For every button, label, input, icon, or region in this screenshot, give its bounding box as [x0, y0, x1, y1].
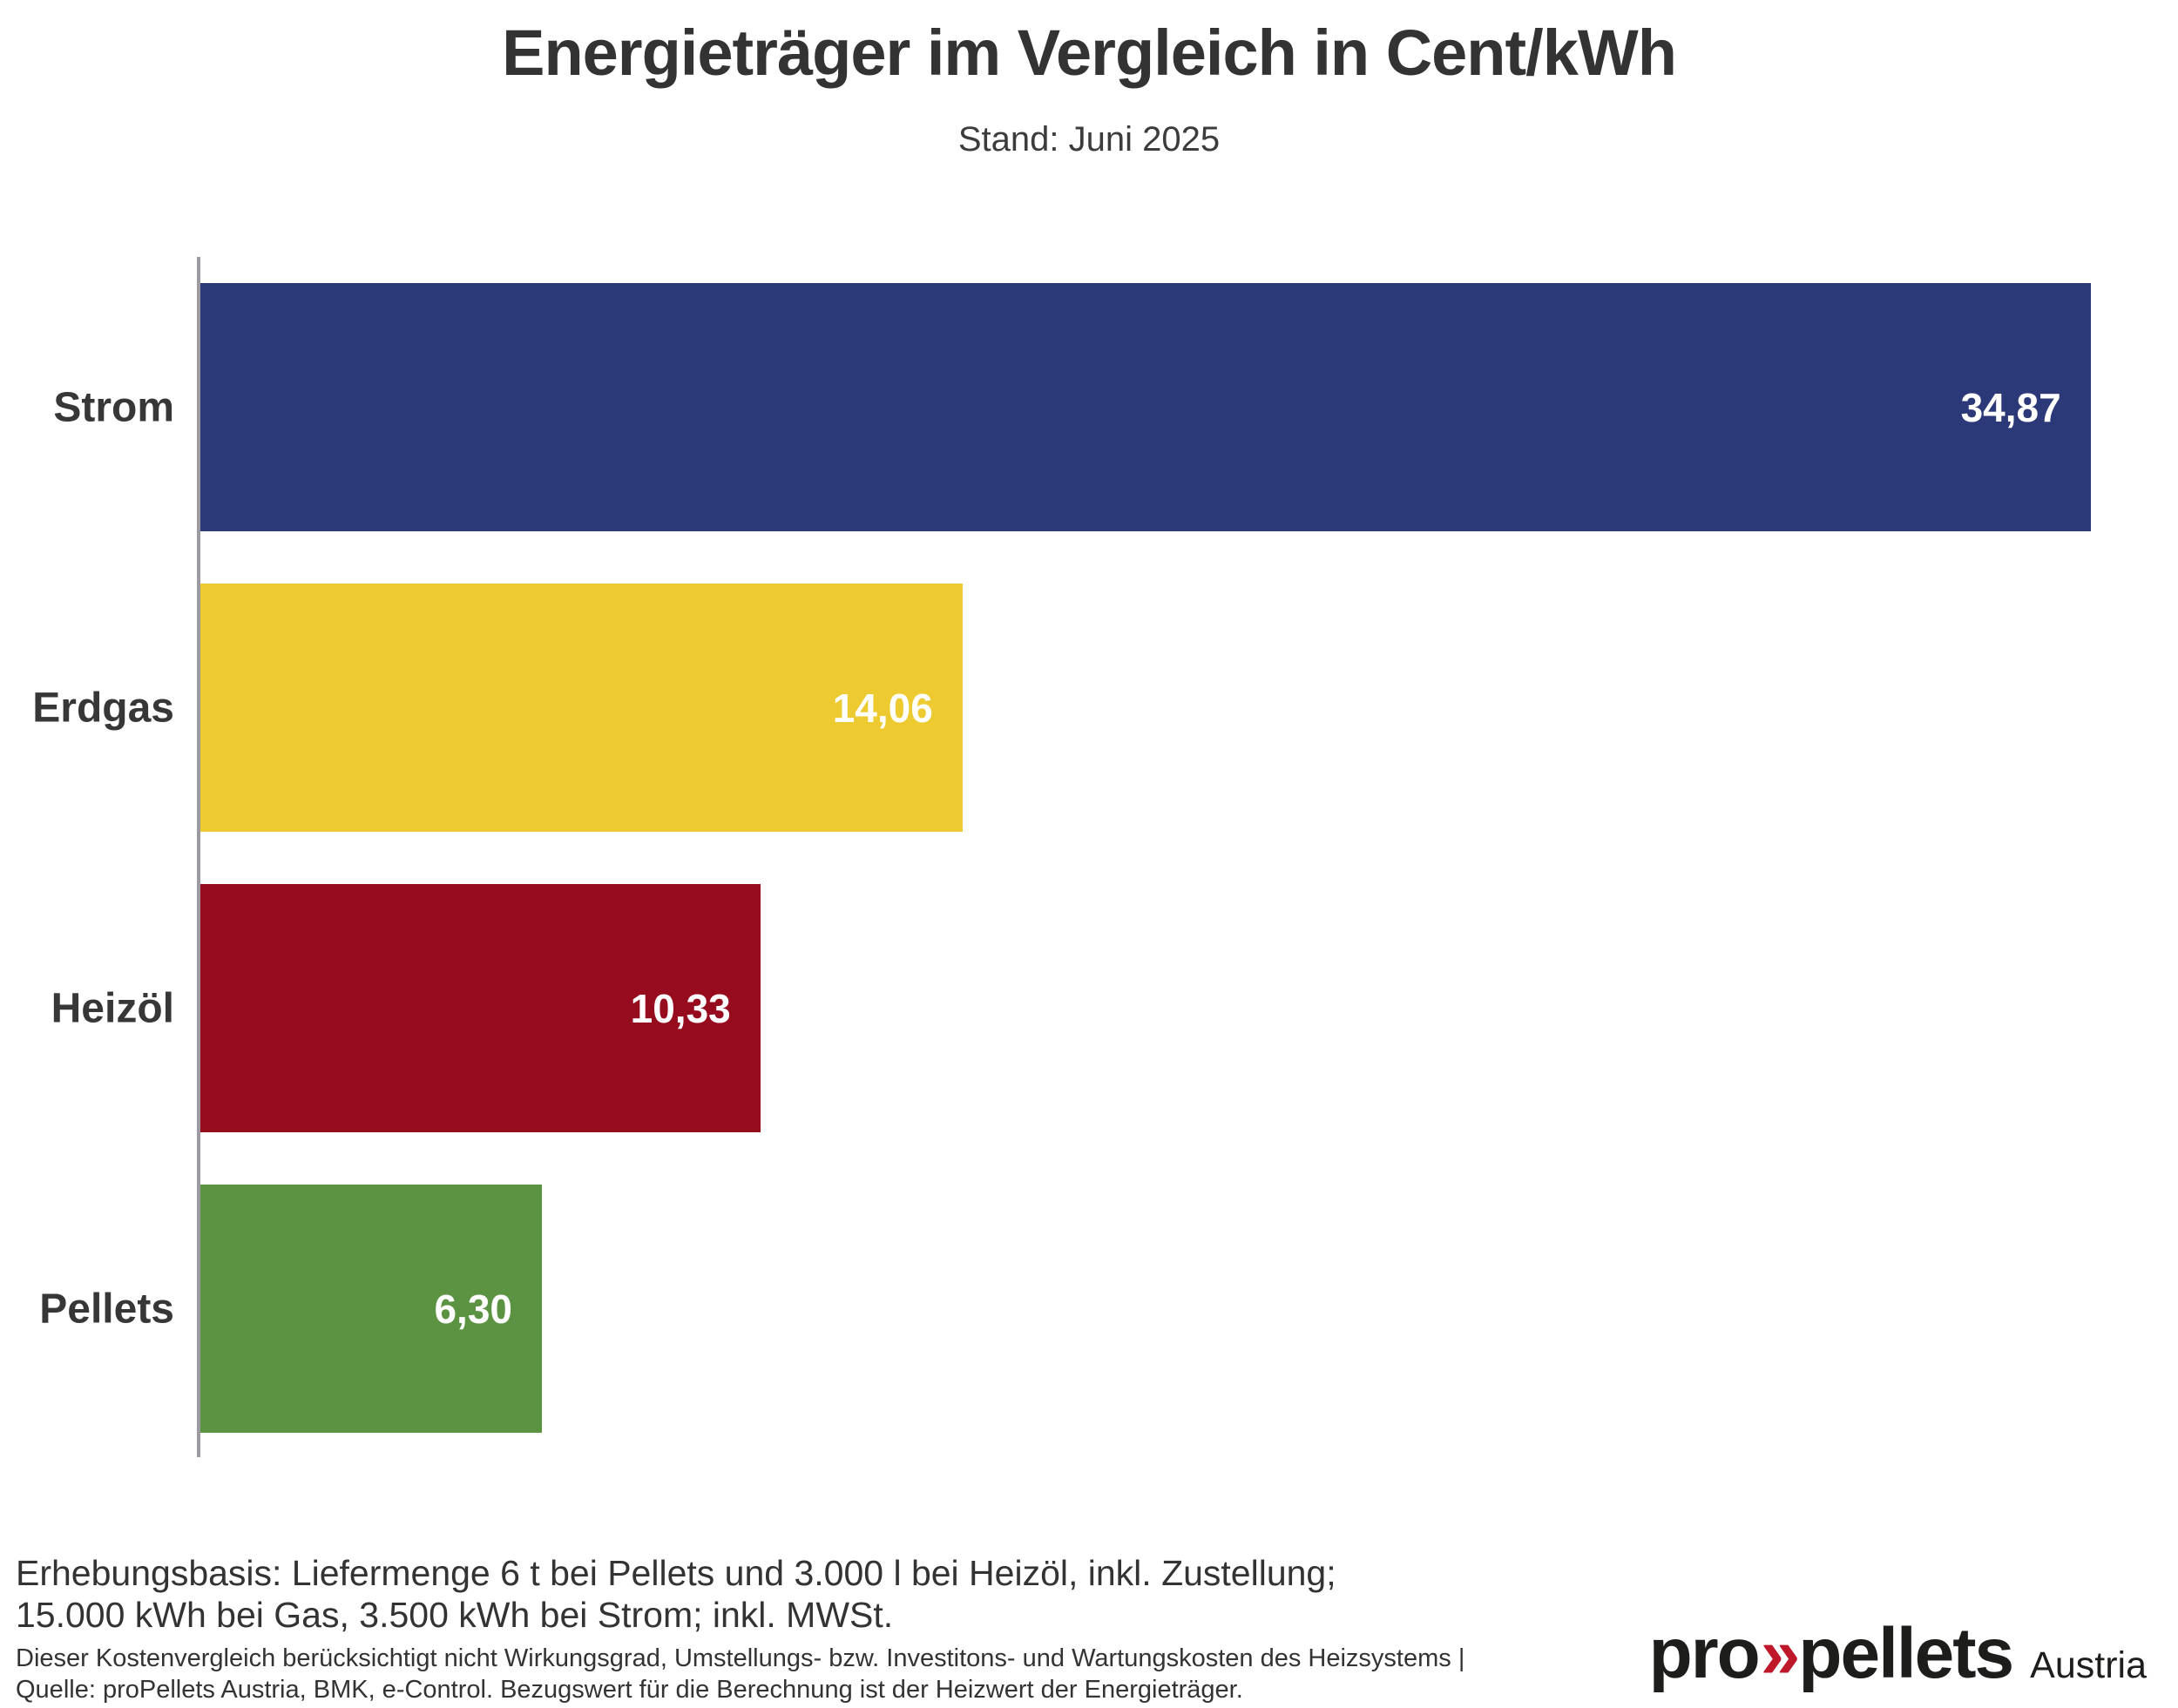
category-label: Pellets	[39, 1286, 174, 1332]
logo-text-austria: Austria	[2030, 1644, 2147, 1686]
logo-text-pellets: pellets	[1798, 1614, 2014, 1693]
propellets-logo: pro » pellets Austria	[1649, 1613, 2147, 1695]
source-line: Quelle: proPellets Austria, BMK, e-Contr…	[16, 1676, 1243, 1704]
category-label: Erdgas	[32, 685, 174, 731]
value-label: 6,30	[434, 1286, 512, 1332]
bar-row: Heizöl 10,33	[51, 884, 2152, 1132]
bar: 10,33	[200, 884, 761, 1132]
chart-subtitle: Stand: Juni 2025	[957, 120, 1221, 159]
disclaimer-line: Dieser Kostenvergleich berücksichtigt ni…	[16, 1644, 1465, 1672]
chart-title: Energieträger im Vergleich in Cent/kWh	[502, 17, 1677, 89]
survey-basis-line-1: Erhebungsbasis: Liefermenge 6 t bei Pell…	[16, 1553, 1336, 1593]
value-label: 34,87	[1960, 384, 2061, 430]
value-label: 10,33	[630, 985, 731, 1031]
logo-chevron-icon: »	[1760, 1614, 1801, 1693]
survey-basis-line-2: 15.000 kWh bei Gas, 3.500 kWh bei Strom;…	[16, 1595, 894, 1635]
footnote-block: Dieser Kostenvergleich berücksichtigt ni…	[16, 1643, 2152, 1705]
bar-row: Pellets 6,30	[39, 1185, 2152, 1433]
bar-row: Strom 34,87	[53, 283, 2152, 531]
logo-text-pro: pro	[1648, 1614, 1761, 1693]
bar: 6,30	[200, 1185, 542, 1433]
bar-row: Erdgas 14,06	[32, 584, 2152, 832]
category-label: Strom	[53, 384, 174, 430]
footer: Erhebungsbasis: Liefermenge 6 t bei Pell…	[16, 1552, 2152, 1705]
category-label: Heizöl	[51, 985, 174, 1031]
bar: 34,87	[200, 283, 2091, 531]
plot-area: Strom 34,87 Erdgas 14,06 Heizöl 10,33 Pellets 6…	[32, 257, 2152, 1457]
bar: 14,06	[200, 584, 963, 832]
value-label: 14,06	[832, 685, 933, 731]
bar-chart: Strom 34,87 Erdgas 14,06 Heizöl 10,33 Pellets 6…	[0, 257, 2178, 1457]
